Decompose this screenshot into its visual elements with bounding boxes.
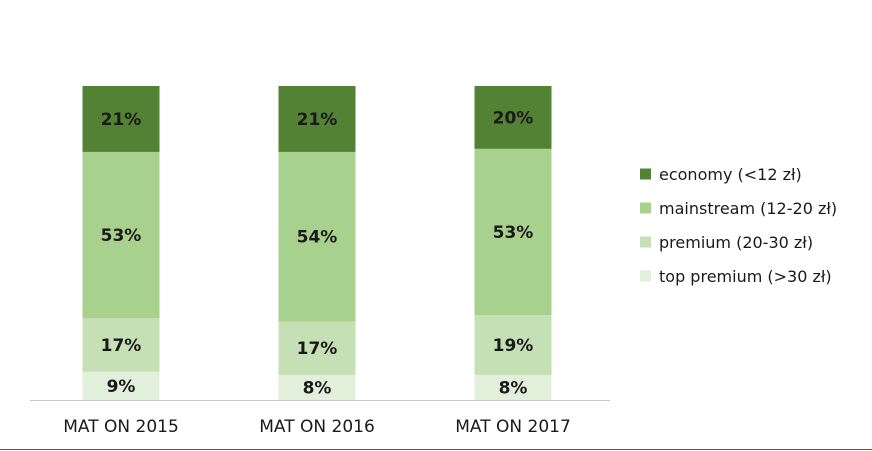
data-label: 20% [493, 108, 534, 128]
bar-segment [474, 86, 552, 149]
bar-segment [278, 86, 356, 152]
bar-segment [474, 315, 552, 375]
x-tick-label: MAT ON 2017 [455, 417, 571, 437]
data-label: 21% [297, 110, 338, 130]
legend-swatch [640, 236, 651, 248]
bar-segment [82, 86, 160, 152]
legend-item-label: economy (<12 zł) [659, 165, 802, 184]
legend-swatch [640, 202, 651, 214]
data-label: 19% [493, 336, 534, 356]
legend-swatch [640, 168, 651, 180]
legend-item-label: top premium (>30 zł) [659, 267, 832, 286]
data-label: 53% [101, 226, 142, 246]
bar-segment [82, 318, 160, 372]
bar-segment [474, 374, 552, 400]
legend: economy (<12 zł) mainstream (12-20 zł) pre… [640, 165, 837, 286]
x-tick-label: MAT ON 2016 [259, 417, 375, 437]
bar-segment [278, 374, 356, 400]
data-label: 17% [101, 336, 142, 356]
data-label: 54% [297, 228, 338, 248]
bar-segment [474, 148, 552, 316]
bar-segment [82, 371, 160, 400]
data-label: 8% [499, 378, 528, 398]
data-label: 17% [297, 339, 338, 359]
bars-group [82, 86, 552, 400]
data-labels-group: 9% 17% 53% 21% 8% 17% 54% 21% 8% 19% 53% 20% [101, 108, 534, 398]
bar-segment [278, 321, 356, 375]
data-label: 8% [303, 378, 332, 398]
bar-segment [82, 151, 160, 319]
legend-swatch [640, 270, 651, 282]
x-tick-label: MAT ON 2015 [63, 417, 179, 437]
legend-item-label: mainstream (12-20 zł) [659, 199, 837, 218]
data-label: 21% [101, 110, 142, 130]
data-label: 9% [107, 377, 136, 397]
legend-item-label: premium (20-30 zł) [659, 233, 813, 252]
bar-segment [278, 151, 356, 322]
data-label: 53% [493, 223, 534, 243]
